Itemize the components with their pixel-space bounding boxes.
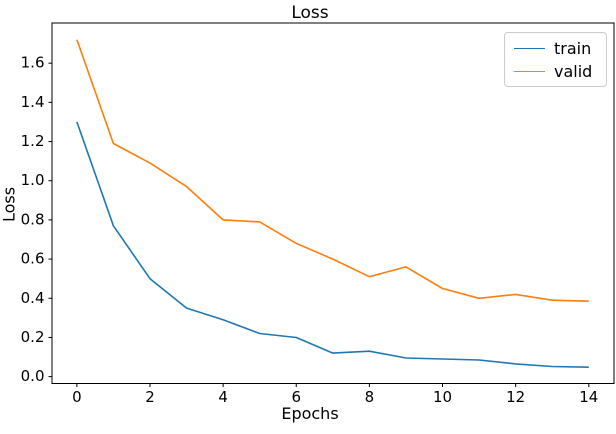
y-tick-label: 0.6	[21, 250, 45, 268]
x-tick-label: 2	[145, 388, 155, 406]
valid-line	[76, 39, 589, 302]
y-tick-label: 0.8	[21, 210, 45, 228]
legend-item-train: train	[505, 37, 606, 60]
valid-line-swatch	[514, 71, 545, 72]
train-line	[76, 121, 589, 368]
x-tick-label: 10	[433, 388, 452, 406]
y-tick-label: 0.2	[21, 328, 45, 346]
legend: train valid	[504, 32, 607, 87]
x-tick-label: 0	[72, 388, 82, 406]
legend-label-valid: valid	[554, 62, 593, 81]
x-tick-label: 4	[218, 388, 228, 406]
legend-item-valid: valid	[505, 60, 606, 83]
y-tick-label: 0.4	[21, 289, 45, 307]
y-tick-label: 1.4	[21, 93, 45, 111]
x-tick-label: 12	[506, 388, 525, 406]
y-tick-label: 1.0	[21, 171, 45, 189]
train-line-swatch	[514, 48, 545, 49]
axes-spines	[51, 22, 615, 384]
y-tick-label: 1.2	[21, 132, 45, 150]
x-tick-label: 6	[291, 388, 301, 406]
chart-title: Loss	[291, 3, 329, 23]
x-tick-label: 14	[579, 388, 598, 406]
y-tick-label: 0.0	[21, 367, 45, 385]
y-tick-label: 1.6	[21, 54, 45, 72]
legend-label-train: train	[554, 39, 592, 58]
x-tick-label: 8	[365, 388, 375, 406]
x-axis-label: Epochs	[281, 404, 339, 423]
